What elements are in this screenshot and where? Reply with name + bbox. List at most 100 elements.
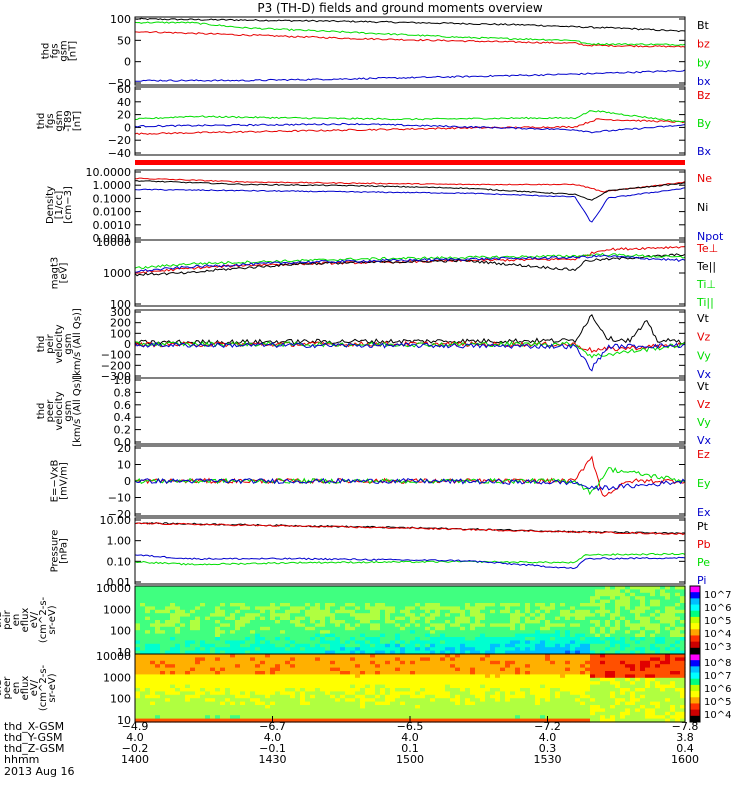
spectrogram-cell	[440, 705, 446, 709]
spectrogram-cell	[485, 691, 491, 696]
spectrogram-cell	[650, 616, 656, 621]
spectrogram-cell	[585, 596, 591, 601]
spectrogram-cell	[545, 684, 551, 689]
spectrogram-cell	[395, 654, 401, 658]
spectrogram-cell	[175, 694, 181, 699]
spectrogram-cell	[555, 650, 561, 655]
spectrogram-cell	[315, 671, 321, 675]
spectrogram-cell	[155, 640, 161, 645]
spectrogram-cell	[585, 650, 591, 655]
spectrogram-cell	[425, 691, 431, 696]
spectrogram-cell	[675, 660, 681, 665]
spectrogram-cell	[570, 613, 576, 618]
spectrogram-cell	[370, 623, 376, 628]
spectrogram-cell	[300, 592, 306, 597]
spectrogram-cell	[345, 711, 351, 716]
spectrogram-cell	[165, 586, 171, 590]
spectrogram-cell	[500, 623, 506, 628]
spectrogram-cell	[140, 671, 146, 675]
spectrogram-cell	[310, 630, 316, 635]
spectrogram-cell	[375, 643, 381, 648]
spectrogram-cell	[530, 715, 536, 720]
spectrogram-cell	[635, 664, 641, 669]
spectrogram-cell	[315, 688, 321, 692]
spectrogram-cell	[595, 715, 601, 720]
spectrogram-cell	[550, 650, 556, 655]
spectrogram-cell	[680, 640, 686, 645]
spectrogram-cell	[375, 654, 381, 658]
spectrogram-cell	[395, 691, 401, 696]
spectrogram-cell	[195, 599, 201, 604]
spectrogram-cell	[375, 667, 381, 672]
spectrogram-cell	[185, 647, 191, 652]
spectrogram-cell	[335, 650, 341, 655]
spectrogram-cell	[515, 603, 521, 607]
spectrogram-cell	[285, 589, 291, 594]
spectrogram-cell	[390, 667, 396, 672]
spectrogram-cell	[525, 671, 531, 675]
spectrogram-cell	[445, 664, 451, 669]
spectrogram-cell	[275, 609, 281, 614]
spectrogram-cell	[195, 677, 201, 682]
spectrogram-cell	[350, 640, 356, 645]
spectrogram-cell	[435, 711, 441, 716]
spectrogram-cell	[450, 688, 456, 692]
spectrogram-cell	[665, 586, 671, 590]
spectrogram-cell	[670, 694, 676, 699]
spectrogram-cell	[540, 640, 546, 645]
spectrogram-cell	[245, 664, 251, 669]
spectrogram-cell	[395, 633, 401, 638]
spectrogram-cell	[570, 711, 576, 716]
spectrogram-cell	[500, 620, 506, 624]
spectrogram-cell	[560, 633, 566, 638]
spectrogram-cell	[180, 667, 186, 672]
spectrogram-cell	[575, 684, 581, 689]
spectrogram-cell	[140, 718, 146, 723]
spectrogram-cell	[445, 650, 451, 655]
spectrogram-cell	[225, 633, 231, 638]
spectrogram-cell	[570, 705, 576, 709]
spectrogram-cell	[430, 657, 436, 662]
spectrogram-cell	[185, 701, 191, 706]
spectrogram-cell	[285, 701, 291, 706]
xaxis-value: 1500	[396, 753, 424, 766]
spectrogram-cell	[190, 715, 196, 720]
spectrogram-cell	[405, 623, 411, 628]
spectrogram-cell	[410, 603, 416, 607]
spectrogram-cell	[415, 660, 421, 665]
spectrogram-cell	[615, 637, 621, 641]
spectrogram-cell	[480, 705, 486, 709]
ytick-label: 100	[110, 693, 131, 706]
spectrogram-cell	[240, 698, 246, 703]
spectrogram-cell	[170, 671, 176, 675]
spectrogram-cell	[250, 647, 256, 652]
spectrogram-cell	[610, 715, 616, 720]
spectrogram-cell	[480, 603, 486, 607]
spectrogram-cell	[555, 606, 561, 611]
spectrogram-cell	[370, 589, 376, 594]
spectrogram-cell	[315, 705, 321, 709]
spectrogram-cell	[135, 705, 141, 709]
spectrogram-cell	[570, 596, 576, 601]
spectrogram-cell	[455, 677, 461, 682]
spectrogram-cell	[455, 650, 461, 655]
spectrogram-cell	[510, 603, 516, 607]
spectrogram-cell	[355, 643, 361, 648]
spectrogram-cell	[575, 688, 581, 692]
spectrogram-cell	[495, 633, 501, 638]
spectrogram-cell	[245, 654, 251, 658]
ylabel-line: [mV/m]	[59, 462, 70, 500]
spectrogram-cell	[655, 620, 661, 624]
spectrogram-cell	[635, 630, 641, 635]
spectrogram-cell	[175, 708, 181, 713]
spectrogram-cell	[325, 711, 331, 716]
spectrogram-cell	[420, 654, 426, 658]
spectrogram-cell	[485, 667, 491, 672]
spectrogram-cell	[655, 701, 661, 706]
spectrogram-cell	[225, 688, 231, 692]
spectrogram-cell	[490, 698, 496, 703]
spectrogram-cell	[380, 708, 386, 713]
spectrogram-cell	[370, 691, 376, 696]
spectrogram-cell	[210, 609, 216, 614]
